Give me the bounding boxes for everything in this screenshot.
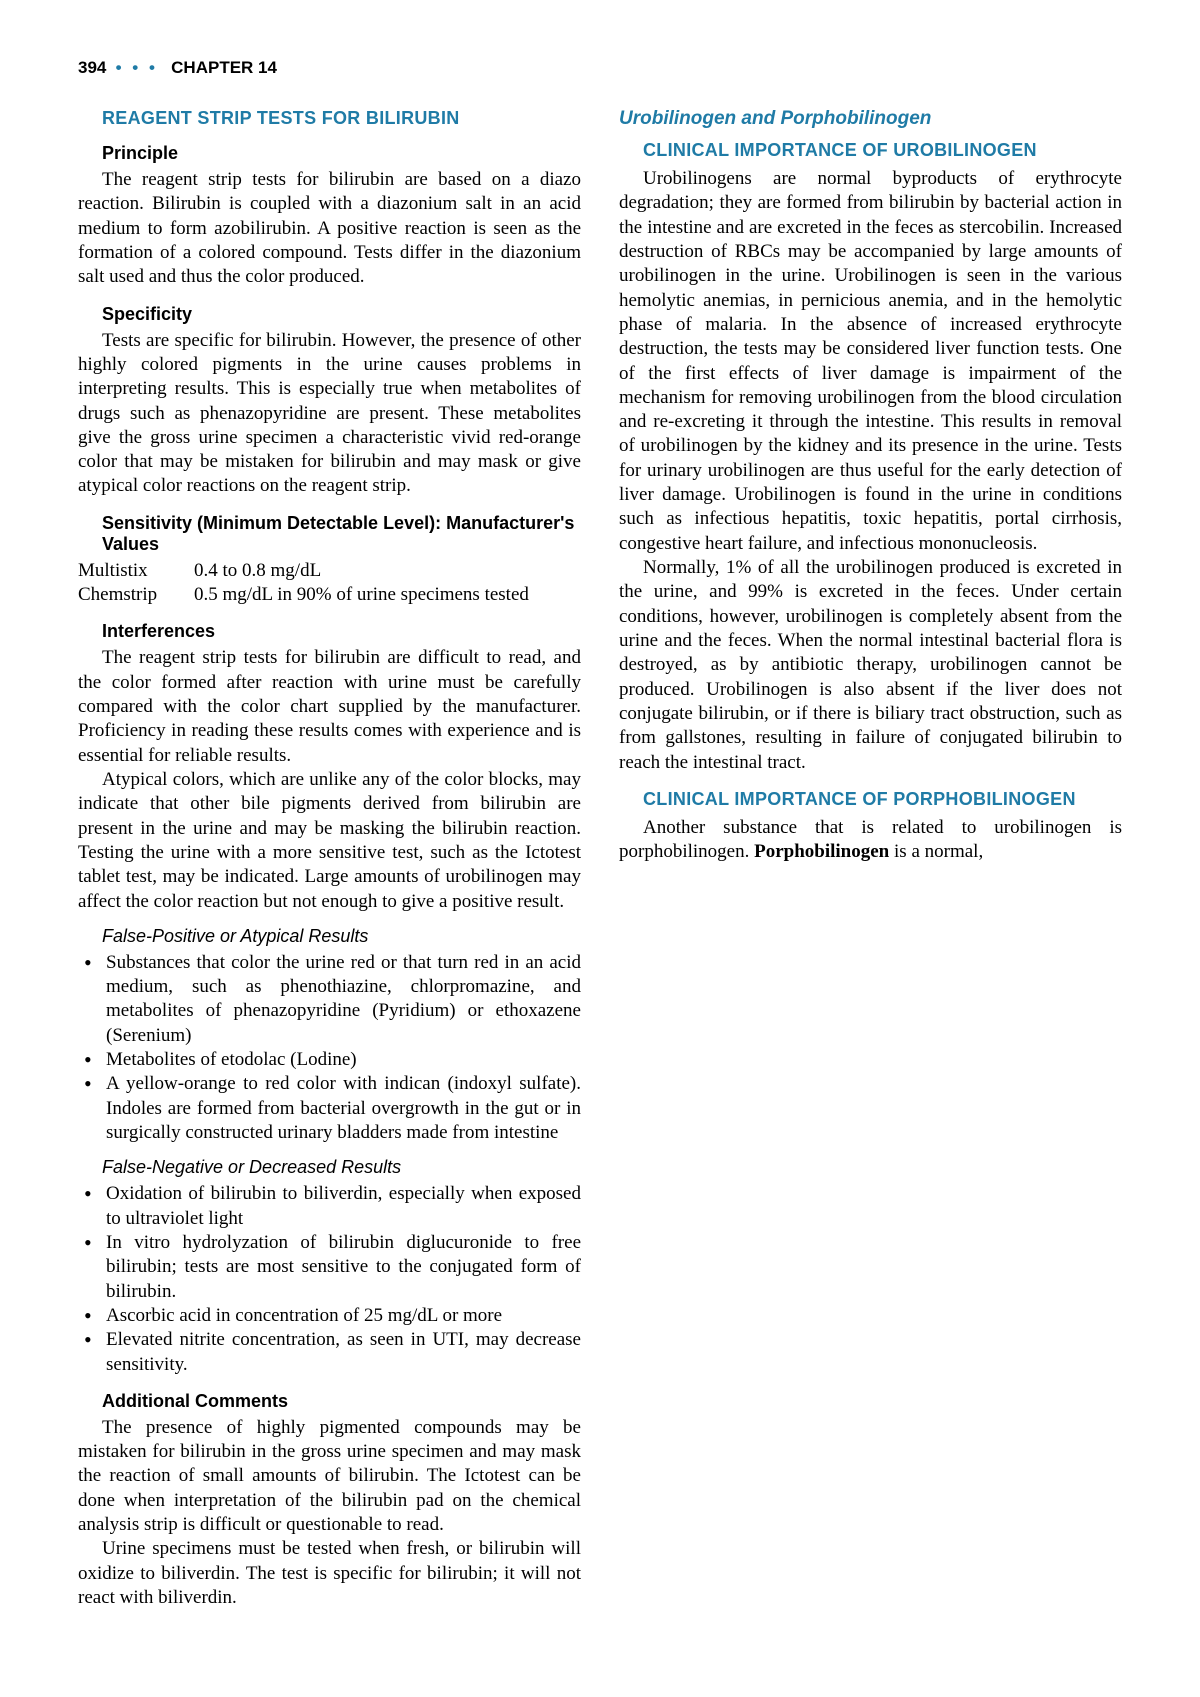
- list-item: Ascorbic acid in concentration of 25 mg/…: [78, 1304, 581, 1328]
- list-item: In vitro hydrolyzation of bilirubin digl…: [78, 1231, 581, 1304]
- sens-value-chemstrip: 0.5 mg/dL in 90% of urine specimens test…: [186, 583, 581, 607]
- heading-principle: Principle: [102, 143, 581, 164]
- sens-label-chemstrip: Chemstrip: [78, 583, 186, 607]
- table-row: Multistix 0.4 to 0.8 mg/dL: [78, 559, 581, 583]
- heading-clinical-porphobilinogen: CLINICAL IMPORTANCE OF PORPHOBILINOGEN: [643, 789, 1122, 810]
- list-item: Metabolites of etodolac (Lodine): [78, 1048, 581, 1072]
- list-item: Oxidation of bilirubin to biliverdin, es…: [78, 1182, 581, 1231]
- page-number: 394: [78, 58, 106, 77]
- porpho-post: is a normal,: [889, 841, 983, 862]
- sensitivity-table: Multistix 0.4 to 0.8 mg/dL Chemstrip 0.5…: [78, 559, 581, 608]
- heading-false-negative: False-Negative or Decreased Results: [102, 1157, 581, 1178]
- para-additional-2: Urine specimens must be tested when fres…: [78, 1537, 581, 1610]
- list-item: Elevated nitrite concentration, as seen …: [78, 1328, 581, 1377]
- heading-specificity: Specificity: [102, 304, 581, 325]
- sens-value-multistix: 0.4 to 0.8 mg/dL: [186, 559, 581, 583]
- false-negative-list: Oxidation of bilirubin to biliverdin, es…: [78, 1182, 581, 1377]
- para-additional-1: The presence of highly pigmented compoun…: [78, 1416, 581, 1538]
- page-header: 394 • • • CHAPTER 14: [78, 58, 1122, 78]
- para-interferences-2: Atypical colors, which are unlike any of…: [78, 768, 581, 914]
- heading-interferences: Interferences: [102, 621, 581, 642]
- heading-sensitivity: Sensitivity (Minimum Detectable Level): …: [102, 513, 581, 555]
- para-porphobilinogen: Another substance that is related to uro…: [619, 816, 1122, 865]
- content-columns: REAGENT STRIP TESTS FOR BILIRUBIN Princi…: [78, 108, 1122, 1648]
- sens-label-multistix: Multistix: [78, 559, 186, 583]
- para-urobilinogen-1: Urobilinogens are normal byproducts of e…: [619, 167, 1122, 556]
- list-item: Substances that color the urine red or t…: [78, 951, 581, 1048]
- porpho-bold: Porphobilinogen: [754, 841, 889, 862]
- header-dots: • • •: [116, 58, 158, 77]
- heading-reagent-strip: REAGENT STRIP TESTS FOR BILIRUBIN: [102, 108, 581, 129]
- para-interferences-1: The reagent strip tests for bilirubin ar…: [78, 646, 581, 768]
- para-specificity: Tests are specific for bilirubin. Howeve…: [78, 329, 581, 499]
- heading-additional-comments: Additional Comments: [102, 1391, 581, 1412]
- para-urobilinogen-2: Normally, 1% of all the urobilinogen pro…: [619, 556, 1122, 775]
- chapter-label: CHAPTER 14: [171, 58, 277, 77]
- para-principle: The reagent strip tests for bilirubin ar…: [78, 168, 581, 290]
- heading-clinical-urobilinogen: CLINICAL IMPORTANCE OF UROBILINOGEN: [643, 140, 1122, 161]
- list-item: A yellow-orange to red color with indica…: [78, 1072, 581, 1145]
- table-row: Chemstrip 0.5 mg/dL in 90% of urine spec…: [78, 583, 581, 607]
- heading-urobilinogen-topic: Urobilinogen and Porphobilinogen: [619, 108, 1122, 130]
- heading-false-positive: False-Positive or Atypical Results: [102, 926, 581, 947]
- false-positive-list: Substances that color the urine red or t…: [78, 951, 581, 1146]
